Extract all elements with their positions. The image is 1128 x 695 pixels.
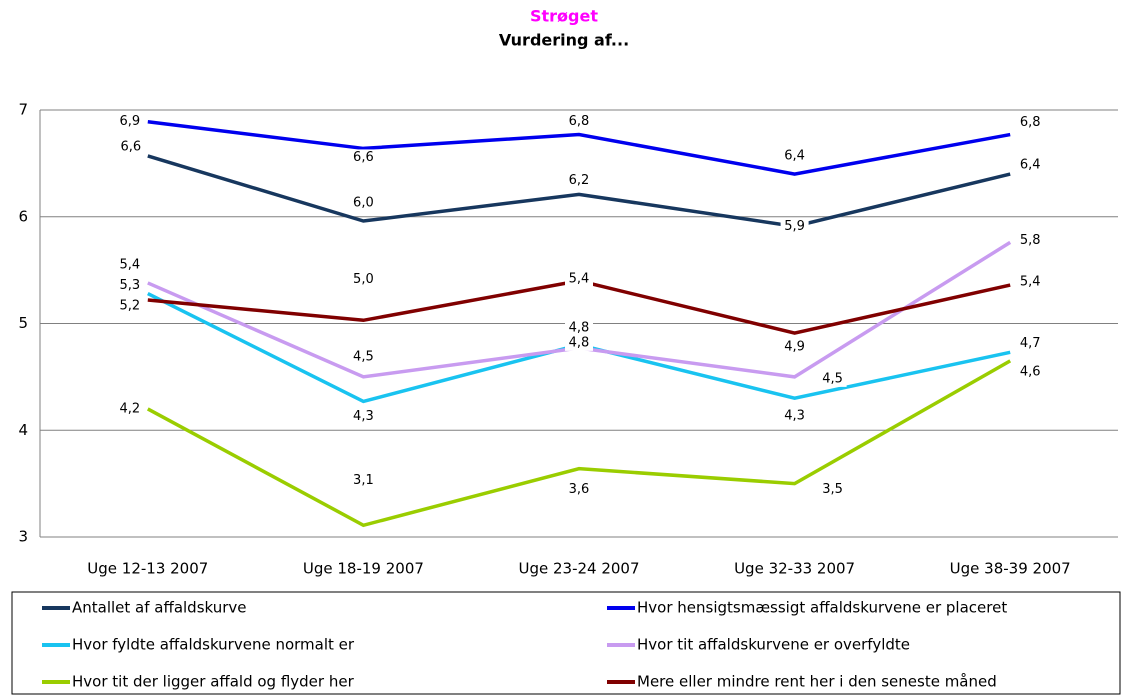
value-label: 4,7 (1020, 336, 1041, 351)
value-label-bg (780, 148, 809, 165)
x-tick-label: Uge 23-24 2007 (518, 560, 639, 578)
value-label: 6,0 (353, 196, 374, 211)
chart-subtitle: Vurdering af... (499, 31, 629, 50)
y-tick-label: 4 (18, 421, 28, 439)
value-label: 4,5 (353, 349, 374, 364)
value-label: 5,4 (569, 271, 590, 286)
value-label-bg (115, 113, 144, 130)
value-label: 5,3 (119, 278, 140, 293)
value-label: 6,6 (120, 139, 141, 154)
value-label-bg (349, 195, 378, 212)
value-label-bg (780, 339, 809, 356)
x-tick-label: Uge 18-19 2007 (303, 560, 424, 578)
chart-title: Strøget (530, 7, 598, 26)
value-label-bg (349, 348, 378, 365)
series-line (146, 359, 1012, 528)
value-label: 4,2 (119, 401, 140, 416)
value-label: 4,8 (569, 321, 590, 336)
legend-label: Antallet af affaldskurve (72, 599, 247, 617)
value-label-bg (565, 320, 593, 337)
y-tick-label: 6 (18, 207, 28, 225)
y-tick-label: 7 (18, 101, 28, 119)
value-label-bg (115, 298, 144, 315)
value-label-bg (565, 334, 593, 351)
legend-label: Mere eller mindre rent her i den seneste… (637, 673, 997, 691)
value-label-bg (116, 138, 145, 155)
x-tick-label: Uge 12-13 2007 (87, 560, 208, 578)
value-label-bg (1016, 274, 1045, 291)
value-label-bg (349, 271, 378, 288)
value-label: 6,4 (784, 149, 805, 164)
value-label: 4,9 (784, 340, 805, 355)
value-label: 3,5 (822, 482, 843, 497)
value-label-bg (1016, 232, 1045, 249)
y-tick-label: 3 (18, 528, 28, 546)
y-tick-label: 5 (18, 314, 28, 332)
value-label-bg (1016, 114, 1045, 131)
value-label-bg (115, 400, 144, 417)
value-label-bg (780, 408, 809, 425)
value-label: 6,8 (569, 114, 590, 129)
value-label: 5,9 (784, 219, 805, 234)
legend-label: Hvor fyldte affaldskurvene normalt er (72, 636, 355, 654)
value-label-bg (1016, 335, 1045, 352)
value-label-bg (1016, 363, 1045, 380)
x-tick-label: Uge 32-33 2007 (734, 560, 855, 578)
legend-label: Hvor tit der ligger affald og flyder her (72, 673, 355, 691)
value-label: 5,4 (1020, 275, 1041, 290)
value-label-bg (115, 256, 144, 273)
value-label: 6,2 (569, 173, 590, 188)
series-line (147, 120, 1011, 176)
value-label: 5,4 (119, 257, 140, 272)
value-label: 6,4 (1020, 158, 1041, 173)
value-label-bg (115, 277, 144, 294)
value-label-bg (349, 408, 378, 425)
value-label: 4,3 (784, 409, 805, 424)
legend-label: Hvor tit affaldskurvene er overfyldte (637, 636, 910, 654)
value-label-bg (565, 172, 593, 189)
x-tick-label: Uge 38-39 2007 (950, 560, 1071, 578)
value-label-bg (818, 481, 847, 498)
value-label-bg (349, 149, 378, 166)
legend-label: Hvor hensigtsmæssigt affaldskurvene er p… (637, 599, 1007, 617)
value-label: 4,8 (569, 335, 590, 350)
value-label-bg (565, 113, 593, 130)
value-label: 3,1 (353, 473, 374, 488)
value-label: 6,6 (353, 150, 374, 165)
value-label-bg (349, 472, 378, 489)
value-label: 3,6 (569, 482, 590, 497)
value-label: 5,0 (353, 272, 374, 287)
value-label-bg (818, 370, 847, 387)
series-line (147, 154, 1011, 229)
value-label: 5,8 (1020, 233, 1041, 248)
legend-box (11, 591, 1121, 695)
value-label: 4,3 (353, 409, 374, 424)
value-label: 4,6 (1020, 364, 1041, 379)
value-label-bg (565, 270, 593, 287)
value-label: 5,2 (119, 299, 140, 314)
value-label: 6,9 (119, 114, 140, 129)
value-label-bg (780, 218, 809, 235)
value-label: 6,8 (1020, 115, 1041, 130)
value-label-bg (1016, 157, 1045, 174)
value-label-bg (565, 481, 593, 498)
value-label: 4,5 (822, 371, 843, 386)
